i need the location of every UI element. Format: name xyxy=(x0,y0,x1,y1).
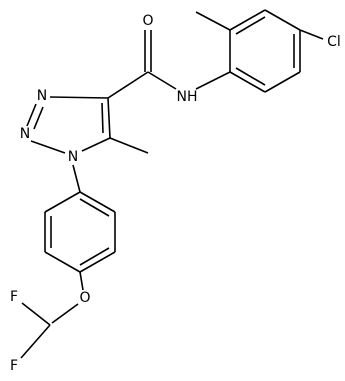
bonds xyxy=(20,9,324,359)
atom-label: Cl xyxy=(327,34,341,50)
atom-label: N xyxy=(20,126,30,142)
atom-label: N xyxy=(68,149,78,165)
atom-label: O xyxy=(142,13,153,29)
atom-label: F xyxy=(10,289,18,305)
atom-label: O xyxy=(79,290,90,306)
atom-label: F xyxy=(10,358,18,374)
atom-label: NH xyxy=(177,89,198,105)
atom-label: N xyxy=(37,88,47,104)
